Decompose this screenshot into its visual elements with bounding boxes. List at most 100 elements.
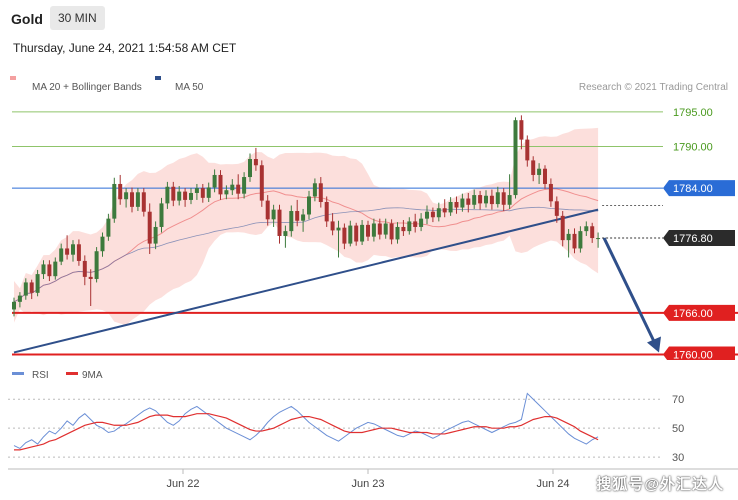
candle-body [41, 264, 46, 275]
candle-body [360, 224, 365, 242]
candle-body [425, 211, 429, 219]
symbol-title: Gold [11, 11, 43, 27]
candle-body [289, 211, 294, 232]
candle-body [519, 120, 524, 140]
candle-body [65, 248, 70, 255]
candle-body [236, 184, 241, 194]
level-label-1766.00: 1766.00 [673, 308, 713, 320]
candle-body [135, 192, 140, 207]
level-label-1784.00: 1784.00 [673, 183, 713, 195]
copyright-label: Research © 2021 Trading Central [579, 82, 728, 93]
rising-trendline [13, 208, 599, 354]
candle-body [82, 260, 87, 277]
candle-body [159, 203, 164, 227]
candle-body [572, 233, 577, 249]
candle-body [248, 159, 252, 178]
x-tick-label-Jun 23: Jun 23 [351, 478, 384, 490]
candle-body [366, 224, 370, 237]
candle-body [478, 195, 483, 204]
ma20-legend-label: MA 20 + Bollinger Bands [32, 82, 142, 93]
bollinger-band [14, 127, 599, 326]
candle-body [118, 183, 123, 200]
candle-body [513, 120, 518, 196]
candle-body [277, 209, 282, 236]
candle-body [430, 211, 435, 218]
candle-body [53, 261, 58, 277]
level-label-1795.00: 1795.00 [673, 107, 713, 119]
candle-body [324, 202, 329, 222]
candle-body [141, 192, 146, 212]
ma20-legend-swatch [10, 76, 16, 80]
forecast-arrow-head [647, 336, 661, 353]
candle-body [460, 198, 465, 208]
candle-body [596, 238, 601, 240]
candle-body [501, 192, 506, 205]
candle-body [442, 208, 447, 213]
candle-body [395, 226, 400, 240]
candle-body [566, 233, 571, 241]
timeframe-button[interactable]: 30 MIN [50, 6, 105, 30]
candle-body [189, 192, 193, 200]
candle-body [183, 191, 188, 200]
candle-body [76, 244, 81, 261]
candle-body [165, 186, 170, 204]
candle-body [295, 211, 300, 221]
candle-body [88, 276, 93, 279]
candle-body [383, 223, 388, 235]
candle-body [413, 221, 418, 227]
candle-body [177, 191, 182, 201]
rsi-series-9MA [14, 413, 599, 451]
candle-body [448, 202, 453, 213]
candle-body [560, 215, 565, 241]
candle-body [100, 236, 105, 252]
candle-body [525, 139, 530, 161]
candle-body [371, 223, 376, 237]
candle-body [147, 211, 152, 244]
candle-body [301, 214, 306, 221]
candle-body [436, 208, 441, 218]
rsi-series-RSI [13, 392, 599, 450]
candle-body [537, 168, 542, 175]
rsi-legend-label: RSI [32, 370, 49, 381]
candle-body [47, 264, 52, 277]
candle-body [124, 192, 129, 200]
candle-body [224, 190, 229, 195]
candle-body [253, 159, 258, 166]
rsi-panel: RSI 9MA 70 50 30 Jun 22 Jun 23 Jun 24 [8, 364, 738, 492]
candles-group [12, 115, 601, 317]
candle-body [307, 196, 311, 215]
candle-body [543, 168, 547, 184]
candle-body [312, 183, 317, 197]
candle-body [94, 251, 99, 279]
candle-body [17, 295, 22, 302]
candle-body [531, 160, 536, 175]
candle-body [283, 231, 288, 236]
candle-body [472, 195, 477, 205]
candle-body [194, 188, 199, 193]
candle-body [35, 274, 40, 293]
rsi-chart: RSI 9MA 70 50 30 Jun 22 Jun 23 Jun 24 [8, 370, 738, 490]
candle-body [389, 223, 394, 240]
candle-body [419, 218, 424, 227]
candle-body [330, 221, 335, 231]
candle-body [59, 248, 64, 262]
candle-body [271, 209, 276, 220]
candle-body [218, 174, 223, 195]
rsi-tick-70: 70 [672, 394, 684, 406]
level-box-1784.00 [663, 180, 735, 197]
candle-body [71, 244, 75, 255]
candle-body [401, 226, 406, 232]
candle-body [407, 221, 412, 232]
level-box-1760.00 [663, 346, 735, 363]
price-chart: MA 20 + Bollinger Bands MA 50 Research ©… [10, 76, 738, 363]
candle-body [230, 184, 235, 191]
forecast-arrow-shaft [602, 237, 657, 345]
candle-body [212, 174, 217, 188]
candle-body [200, 188, 205, 198]
candle-body [554, 201, 559, 216]
x-tick-label-Jun 24: Jun 24 [536, 478, 569, 490]
candle-body [584, 226, 589, 232]
candle-body [578, 231, 583, 249]
candle-body [489, 195, 494, 205]
level-box-1766.00 [663, 304, 735, 321]
